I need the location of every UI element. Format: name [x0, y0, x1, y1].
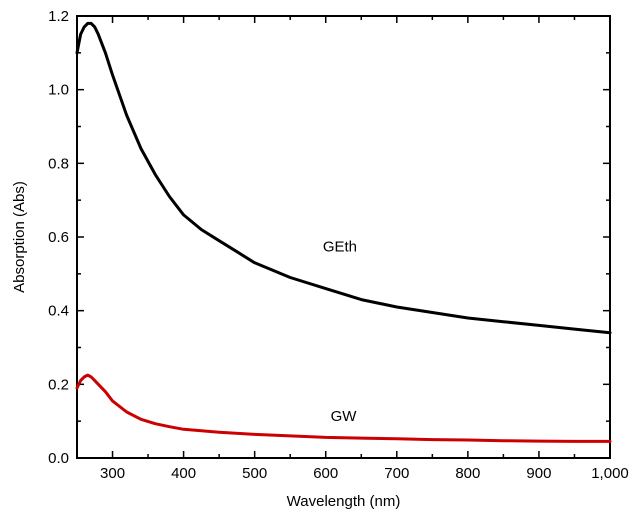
- x-tick-labels: 300 400 500 600 700 800 900 1,000: [100, 465, 629, 482]
- series-annotations: GEth GW: [323, 239, 357, 425]
- x-tick-label: 400: [171, 465, 196, 482]
- x-tick-label: 1,000: [591, 465, 629, 482]
- x-tick-label: 900: [526, 465, 551, 482]
- y-tick-label: 1.2: [48, 8, 69, 25]
- series-line-gw: [75, 373, 612, 443]
- y-tick-labels: 0.0 0.2 0.4 0.6 0.8 1.0 1.2: [48, 8, 69, 467]
- series-line-geth: [75, 21, 612, 335]
- y-axis-title: Absorption (Abs): [11, 181, 28, 293]
- y-tick-label: 0.4: [48, 303, 69, 320]
- series-lines: [75, 21, 612, 443]
- series-label-geth: GEth: [323, 239, 357, 256]
- x-tick-label: 700: [384, 465, 409, 482]
- x-tick-label: 600: [313, 465, 338, 482]
- plot-frame: [76, 15, 611, 459]
- y-tick-label: 0.2: [48, 376, 69, 393]
- x-tick-label: 300: [100, 465, 125, 482]
- y-tick-label: 1.0: [48, 82, 69, 99]
- y-tick-label: 0.8: [48, 155, 69, 172]
- x-tick-label: 800: [455, 465, 480, 482]
- x-axis-title: Wavelength (nm): [287, 493, 401, 510]
- x-tick-label: 500: [242, 465, 267, 482]
- series-label-gw: GW: [331, 408, 358, 425]
- y-tick-label: 0.0: [48, 450, 69, 467]
- tick-marks: [76, 15, 611, 459]
- y-tick-label: 0.6: [48, 229, 69, 246]
